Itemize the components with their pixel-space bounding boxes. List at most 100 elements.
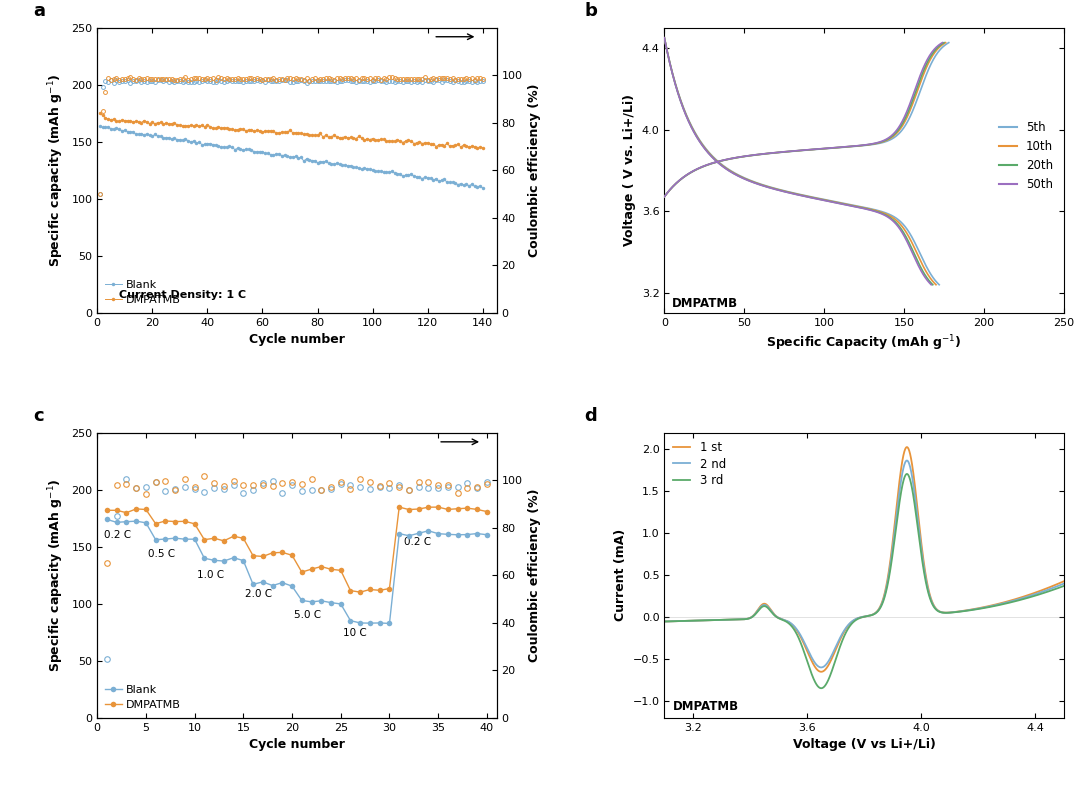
Blank bbox=[130, 517, 143, 526]
DMPATMB bbox=[130, 504, 143, 514]
Legend: 1 st, 2 nd, 3 rd: 1 st, 2 nd, 3 rd bbox=[671, 439, 728, 489]
Blank bbox=[217, 556, 230, 566]
Blank bbox=[354, 619, 367, 628]
DMPATMB bbox=[374, 585, 387, 595]
Blank bbox=[246, 580, 259, 589]
DMPATMB bbox=[162, 119, 175, 129]
Y-axis label: Current (mA): Current (mA) bbox=[613, 529, 627, 622]
Blank bbox=[413, 529, 426, 538]
3 rd bbox=[1050, 584, 1063, 593]
Blank bbox=[335, 599, 348, 608]
Blank bbox=[451, 530, 464, 540]
DMPATMB bbox=[94, 108, 107, 118]
X-axis label: Cycle number: Cycle number bbox=[249, 739, 345, 751]
DMPATMB bbox=[188, 519, 201, 529]
Line: 1 st: 1 st bbox=[664, 447, 1064, 671]
DMPATMB bbox=[314, 562, 327, 571]
Blank bbox=[237, 555, 249, 565]
Blank bbox=[116, 126, 129, 136]
Blank bbox=[188, 534, 201, 544]
1 st bbox=[1050, 580, 1063, 589]
Blank bbox=[345, 616, 357, 626]
DMPATMB bbox=[383, 584, 396, 593]
1 st bbox=[727, 615, 740, 624]
DMPATMB bbox=[110, 506, 123, 515]
Blank bbox=[266, 581, 279, 590]
DMPATMB bbox=[476, 143, 489, 152]
Blank bbox=[159, 534, 172, 544]
Blank bbox=[110, 518, 123, 527]
DMPATMB bbox=[305, 564, 318, 574]
Text: Current Density: 1 C: Current Density: 1 C bbox=[119, 290, 246, 300]
DMPATMB bbox=[266, 548, 279, 558]
Blank bbox=[227, 553, 240, 563]
Blank bbox=[94, 122, 107, 131]
DMPATMB bbox=[107, 114, 120, 124]
DMPATMB bbox=[481, 507, 494, 516]
Line: Blank: Blank bbox=[98, 125, 485, 190]
Blank bbox=[120, 517, 133, 526]
DMPATMB bbox=[237, 533, 249, 543]
1 st bbox=[901, 443, 914, 452]
DMPATMB bbox=[422, 503, 435, 512]
Text: 0.2 C: 0.2 C bbox=[104, 529, 131, 540]
Legend: Blank, DMPATMB: Blank, DMPATMB bbox=[103, 682, 184, 712]
Text: 10 C: 10 C bbox=[342, 628, 366, 638]
DMPATMB bbox=[432, 503, 445, 512]
Blank bbox=[422, 526, 435, 536]
1 st bbox=[703, 615, 716, 625]
DMPATMB bbox=[403, 505, 416, 514]
DMPATMB bbox=[116, 115, 129, 125]
DMPATMB bbox=[178, 517, 191, 526]
2 nd bbox=[1007, 596, 1020, 605]
Text: 0.2 C: 0.2 C bbox=[404, 537, 431, 547]
DMPATMB bbox=[393, 503, 406, 512]
DMPATMB bbox=[198, 535, 211, 544]
Text: 1.0 C: 1.0 C bbox=[197, 570, 224, 580]
Text: a: a bbox=[33, 2, 45, 21]
Legend: 5th, 10th, 20th, 50th: 5th, 10th, 20th, 50th bbox=[995, 117, 1058, 196]
2 nd bbox=[658, 617, 671, 626]
Y-axis label: Specific capacity (mAh g$^{-1}$): Specific capacity (mAh g$^{-1}$) bbox=[46, 478, 66, 672]
DMPATMB bbox=[100, 506, 113, 515]
Blank bbox=[100, 514, 113, 524]
DMPATMB bbox=[207, 533, 220, 543]
Text: 2.0 C: 2.0 C bbox=[245, 589, 272, 599]
1 st bbox=[1007, 595, 1020, 604]
DMPATMB bbox=[149, 519, 162, 529]
Blank bbox=[403, 531, 416, 540]
DMPATMB bbox=[275, 548, 288, 557]
Blank bbox=[481, 530, 494, 540]
Blank bbox=[178, 534, 191, 544]
DMPATMB bbox=[168, 517, 181, 526]
3 rd bbox=[901, 469, 914, 479]
3 rd bbox=[811, 681, 824, 690]
X-axis label: Specific Capacity (mAh g$^{-1}$): Specific Capacity (mAh g$^{-1}$) bbox=[767, 333, 962, 353]
DMPATMB bbox=[471, 505, 484, 514]
Y-axis label: Voltage ( V vs. Li+/Li): Voltage ( V vs. Li+/Li) bbox=[623, 94, 636, 246]
Blank bbox=[168, 533, 181, 543]
Blank bbox=[295, 596, 308, 605]
DMPATMB bbox=[132, 117, 145, 126]
2 nd bbox=[1057, 579, 1070, 589]
3 rd bbox=[1007, 597, 1020, 607]
DMPATMB bbox=[227, 532, 240, 541]
Text: DMPATMB: DMPATMB bbox=[673, 297, 739, 310]
X-axis label: Cycle number: Cycle number bbox=[249, 333, 345, 346]
Blank bbox=[275, 578, 288, 587]
Blank bbox=[471, 529, 484, 538]
Blank bbox=[198, 554, 211, 563]
3 rd bbox=[658, 617, 671, 626]
DMPATMB bbox=[413, 504, 426, 514]
DMPATMB bbox=[295, 567, 308, 577]
DMPATMB bbox=[285, 551, 298, 560]
Blank bbox=[314, 596, 327, 605]
DMPATMB bbox=[354, 588, 367, 597]
X-axis label: Voltage (V vs Li+/Li): Voltage (V vs Li+/Li) bbox=[793, 739, 935, 751]
Blank bbox=[471, 181, 484, 191]
DMPATMB bbox=[217, 536, 230, 545]
1 st bbox=[658, 617, 671, 626]
Y-axis label: Coulombic efficiency (%): Coulombic efficiency (%) bbox=[528, 84, 541, 257]
2 nd bbox=[901, 456, 914, 466]
Line: Blank: Blank bbox=[104, 517, 489, 626]
